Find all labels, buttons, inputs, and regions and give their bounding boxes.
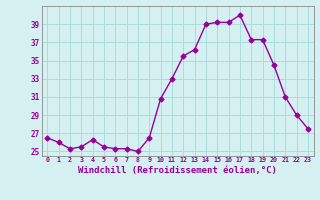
- X-axis label: Windchill (Refroidissement éolien,°C): Windchill (Refroidissement éolien,°C): [78, 166, 277, 175]
